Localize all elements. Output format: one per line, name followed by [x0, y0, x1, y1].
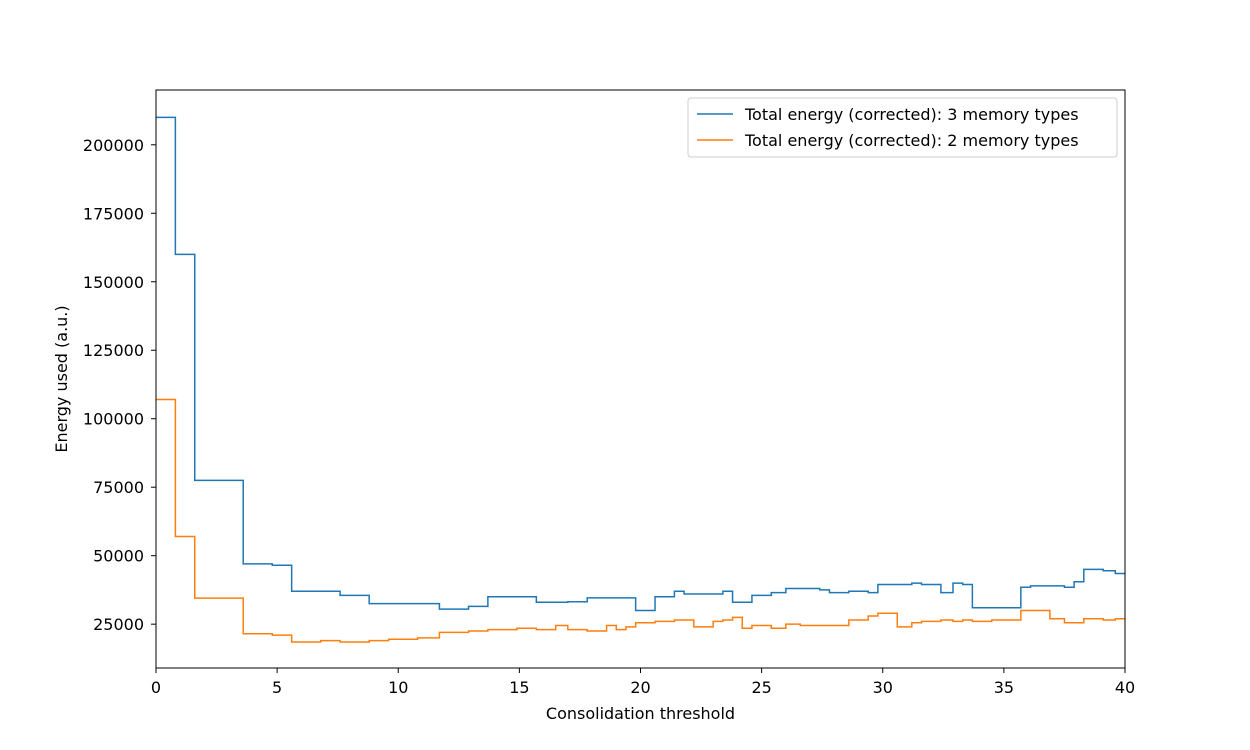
x-tick-label: 35: [994, 678, 1014, 697]
y-axis-ticks: 25000 50000 75000 100000 125000 150000 175000 2…: [83, 136, 156, 634]
x-tick-label: 30: [873, 678, 893, 697]
y-tick-label: 75000: [93, 478, 144, 497]
x-axis-ticks: 0 5 10 15 20 25 30 35 40: [151, 668, 1135, 697]
x-tick-label: 15: [509, 678, 529, 697]
y-tick-label: 100000: [83, 410, 144, 429]
x-tick-label: 25: [751, 678, 771, 697]
y-tick-label: 25000: [93, 615, 144, 634]
y-tick-label: 50000: [93, 547, 144, 566]
y-tick-label: 125000: [83, 341, 144, 360]
x-tick-label: 20: [630, 678, 650, 697]
y-axis-label: Energy used (a.u.): [52, 305, 71, 452]
legend: Total energy (corrected): 3 memory types…: [687, 97, 1118, 158]
series-line-2: [156, 398, 1125, 643]
y-tick-label: 175000: [83, 204, 144, 223]
x-axis-label: Consolidation threshold: [546, 704, 735, 723]
series-layer: [156, 116, 1125, 643]
y-tick-label: 150000: [83, 273, 144, 292]
x-tick-label: 10: [388, 678, 408, 697]
legend-box: [687, 97, 1118, 158]
x-tick-label: 0: [151, 678, 161, 697]
y-tick-label: 200000: [83, 136, 144, 155]
x-tick-label: 5: [272, 678, 282, 697]
legend-label-series-2: Total energy (corrected): 2 memory types: [744, 131, 1079, 150]
legend-label-series-1: Total energy (corrected): 3 memory types: [744, 105, 1079, 124]
x-tick-label: 40: [1115, 678, 1135, 697]
series-line-1: [156, 116, 1125, 612]
